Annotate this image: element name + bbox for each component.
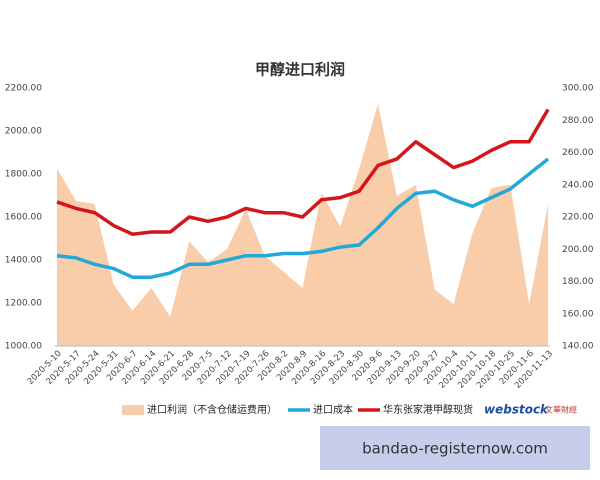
y2-tick-label: 140.00 [562, 342, 594, 352]
y-tick-label: 1000.00 [5, 342, 42, 352]
y2-tick-label: 260.00 [562, 148, 594, 158]
y2-tick-label: 200.00 [562, 245, 594, 255]
y2-tick-label: 220.00 [562, 213, 594, 223]
y-tick-label: 2000.00 [5, 127, 42, 137]
legend-swatch [122, 405, 144, 415]
y-tick-label: 1800.00 [5, 170, 42, 180]
y2-tick-label: 300.00 [562, 84, 594, 94]
y-tick-label: 1400.00 [5, 256, 42, 266]
legend-label: 进口成本 [313, 403, 353, 416]
chart-title: 甲醇进口利润 [255, 61, 345, 79]
y-tick-label: 1600.00 [5, 213, 42, 223]
y-tick-label: 1200.00 [5, 299, 42, 309]
y2-tick-label: 180.00 [562, 277, 594, 287]
line [56, 157, 550, 279]
y2-tick-label: 280.00 [562, 116, 594, 126]
watermark-box [320, 426, 590, 470]
watermark: bandao-registernow.com [362, 440, 548, 458]
line [56, 108, 550, 236]
legend-label: 华东张家港甲醇现货 [383, 403, 473, 416]
logo-sub: 文華財經 [545, 405, 577, 415]
y-tick-label: 2200.00 [5, 84, 42, 94]
legend-label: 进口利润（不含仓储运费用） [147, 403, 277, 416]
y2-tick-label: 160.00 [562, 309, 594, 319]
area [57, 104, 548, 346]
logo: webstock [484, 403, 549, 417]
y2-tick-label: 240.00 [562, 180, 594, 190]
